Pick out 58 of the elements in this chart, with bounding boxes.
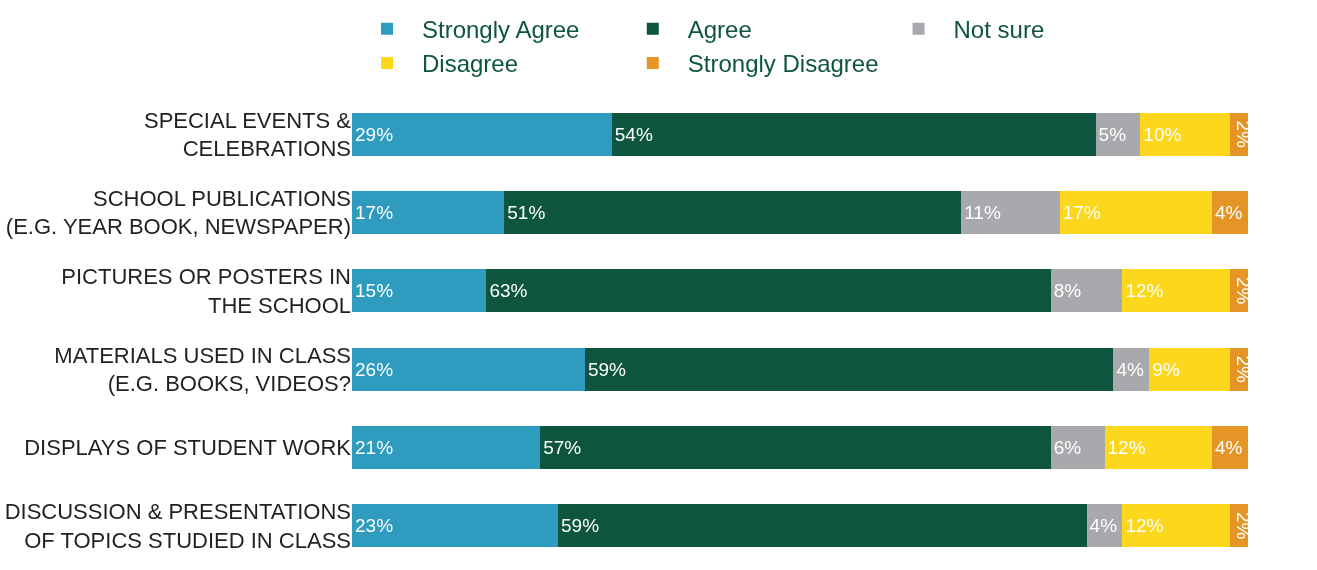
data-label: 59% bbox=[561, 515, 600, 537]
data-label: 54% bbox=[614, 123, 653, 145]
bar bbox=[1122, 269, 1230, 313]
bar bbox=[1104, 425, 1213, 470]
bar bbox=[352, 190, 505, 235]
y-tick-label: PICTURES OR POSTERS IN THE SCHOOL bbox=[61, 264, 351, 318]
bar bbox=[1122, 504, 1230, 548]
bar bbox=[504, 190, 962, 235]
bar bbox=[352, 112, 612, 156]
data-label: 9% bbox=[1152, 358, 1180, 380]
data-label: 12% bbox=[1125, 515, 1164, 537]
data-label: 10% bbox=[1143, 123, 1182, 145]
bar bbox=[611, 112, 1096, 156]
bar bbox=[352, 425, 541, 470]
y-tick-label: DISCUSSION & PRESENTATIONS OF TOPICS STUDIED IN CLASS bbox=[4, 499, 351, 553]
legend-label: Strongly Agree bbox=[422, 16, 580, 44]
data-label: 15% bbox=[355, 280, 394, 302]
bar bbox=[1050, 425, 1105, 470]
bar bbox=[1149, 347, 1230, 391]
data-label: 4% bbox=[1089, 515, 1118, 537]
y-tick-label: SPECIAL EVENTS & CELEBRATIONS bbox=[143, 107, 352, 162]
data-label: 21% bbox=[355, 437, 394, 458]
data-label: 63% bbox=[489, 280, 528, 302]
legend-label: Disagree bbox=[422, 50, 519, 78]
legend-label: Not sure bbox=[953, 16, 1045, 44]
legend-label: Strongly Disagree bbox=[687, 50, 879, 78]
data-label: 17% bbox=[1062, 202, 1101, 223]
bar bbox=[352, 269, 487, 313]
data-label: 59% bbox=[587, 358, 627, 380]
data-label: 12% bbox=[1107, 437, 1146, 458]
bar bbox=[486, 269, 1051, 313]
bar bbox=[1050, 269, 1123, 313]
data-label: 29% bbox=[355, 123, 394, 145]
bar bbox=[1140, 112, 1230, 156]
data-label: 4% bbox=[1116, 358, 1145, 380]
data-label: 11% bbox=[964, 202, 1001, 223]
y-tick-label: DISPLAYS OF STUDENT WORK bbox=[24, 435, 352, 461]
y-tick-label: MATERIALS USED IN CLASS (E.G. BOOKS, VIDEOS? bbox=[54, 342, 351, 397]
data-label: 8% bbox=[1053, 280, 1082, 302]
data-label: 6% bbox=[1053, 437, 1082, 458]
bar bbox=[352, 504, 559, 548]
data-label: 5% bbox=[1098, 123, 1127, 145]
data-label: 4% bbox=[1215, 437, 1243, 458]
legend-label: Agree bbox=[687, 16, 752, 44]
bar bbox=[558, 504, 1087, 548]
data-label: 12% bbox=[1125, 280, 1164, 302]
data-label: 23% bbox=[355, 515, 394, 537]
y-tick-label: SCHOOL PUBLICATIONS (E.G. YEAR BOOK, NEWSPAPER) bbox=[5, 185, 351, 240]
data-label: 26% bbox=[355, 358, 394, 380]
bar bbox=[540, 425, 1051, 470]
bar bbox=[352, 347, 585, 391]
bar bbox=[961, 190, 1060, 235]
data-label: 51% bbox=[507, 202, 546, 223]
data-label: 17% bbox=[355, 202, 394, 223]
bar bbox=[584, 347, 1114, 391]
data-label: 4% bbox=[1215, 202, 1243, 223]
data-label: 57% bbox=[543, 437, 582, 458]
bar bbox=[1059, 190, 1213, 235]
